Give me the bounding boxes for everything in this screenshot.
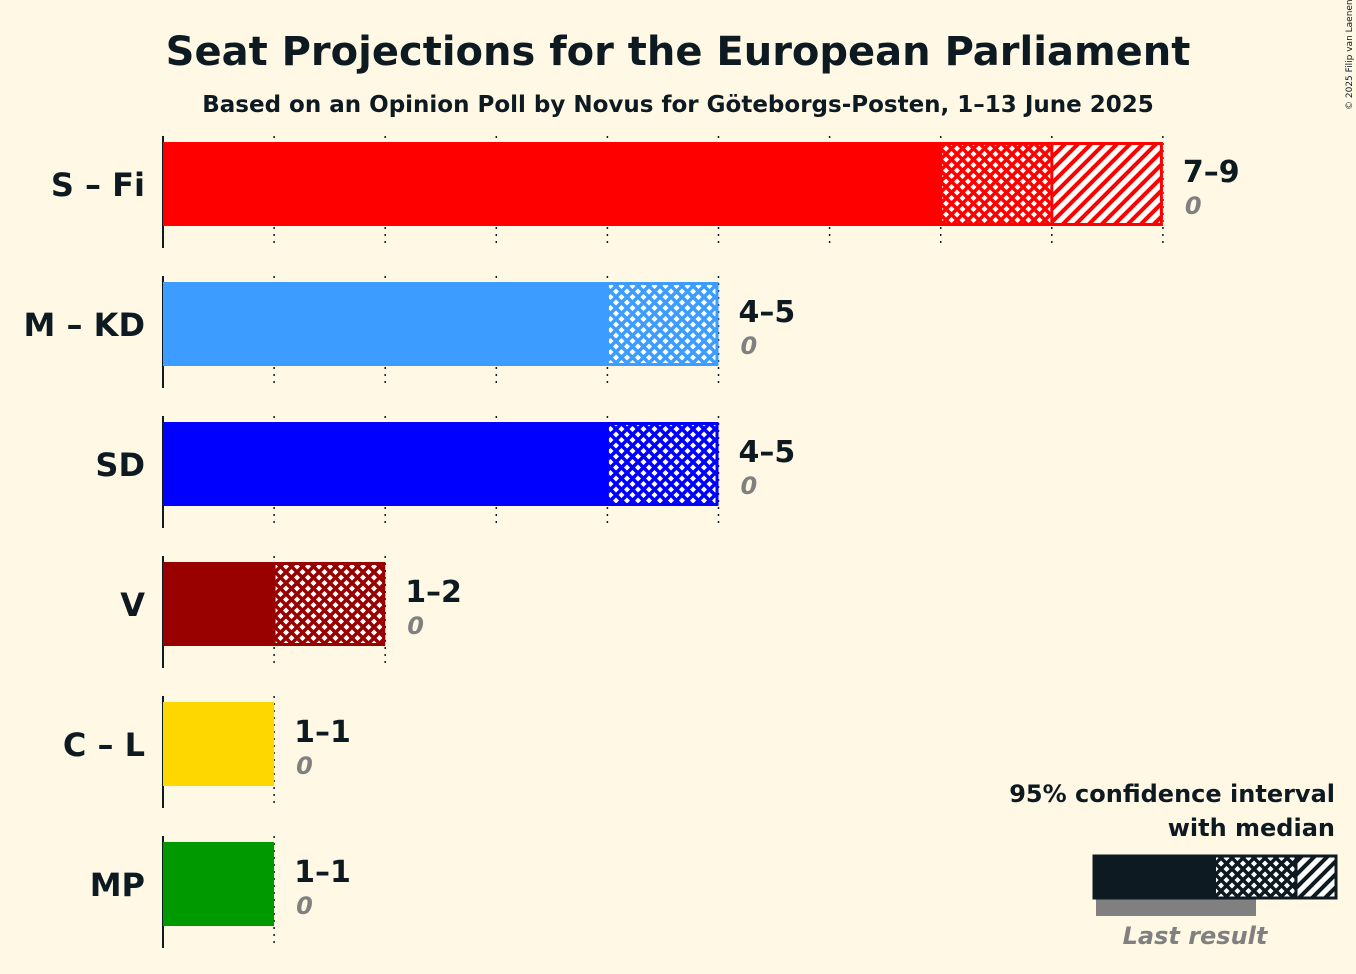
bar-solid	[163, 562, 275, 646]
bar-solid	[163, 282, 608, 366]
last-result-label: 0	[741, 332, 758, 360]
copyright-notice: © 2025 Filip van Laenen	[1345, 0, 1355, 110]
legend: 95% confidence interval with median Last…	[1009, 780, 1338, 950]
category-label: C – L	[63, 726, 145, 764]
range-label: 7–9	[1183, 155, 1240, 190]
last-result-label: 0	[1185, 192, 1202, 220]
bar-solid	[163, 142, 941, 226]
legend-line-2: with median	[1168, 814, 1335, 842]
last-result-label: 0	[296, 752, 313, 780]
chart-subtitle: Based on an Opinion Poll by Novus for Gö…	[202, 92, 1154, 118]
bar-ci-outline	[605, 282, 719, 366]
legend-outline	[1092, 854, 1338, 900]
range-label: 1–2	[405, 575, 462, 610]
legend-solid-segment	[1094, 856, 1216, 898]
gridlines	[162, 136, 1164, 948]
last-result-label: 0	[296, 892, 313, 920]
range-label: 1–1	[294, 715, 351, 750]
bar-solid	[163, 702, 275, 786]
bar-ci-diagonal	[1051, 142, 1163, 226]
bar-ci-crosshatch	[607, 422, 719, 506]
range-label: 4–5	[739, 435, 796, 470]
category-label: SD	[95, 446, 145, 484]
last-result-label: 0	[407, 612, 424, 640]
category-label: M – KD	[24, 306, 145, 344]
bar-ci-outline	[605, 422, 719, 506]
category-label: V	[120, 586, 145, 624]
bar-ci-crosshatch	[607, 282, 719, 366]
legend-line-1: 95% confidence interval	[1009, 780, 1335, 808]
bar-solid	[163, 842, 275, 926]
category-label: MP	[90, 866, 145, 904]
category-label: S – Fi	[51, 166, 145, 204]
range-label: 4–5	[739, 295, 796, 330]
last-result-label: 0	[741, 472, 758, 500]
bar-ci-crosshatch	[274, 562, 386, 646]
bar-ci-crosshatch	[940, 142, 1052, 226]
legend-last-result-bar	[1096, 896, 1256, 916]
bar-ci-outline	[272, 562, 386, 646]
bars-group	[163, 142, 1163, 926]
legend-crosshatch-segment	[1216, 856, 1296, 898]
bar-solid	[163, 422, 608, 506]
legend-diagonal-segment	[1296, 856, 1336, 898]
legend-last-result-label: Last result	[1123, 922, 1269, 950]
range-label: 1–1	[294, 855, 351, 890]
chart-title: Seat Projections for the European Parlia…	[166, 29, 1191, 75]
